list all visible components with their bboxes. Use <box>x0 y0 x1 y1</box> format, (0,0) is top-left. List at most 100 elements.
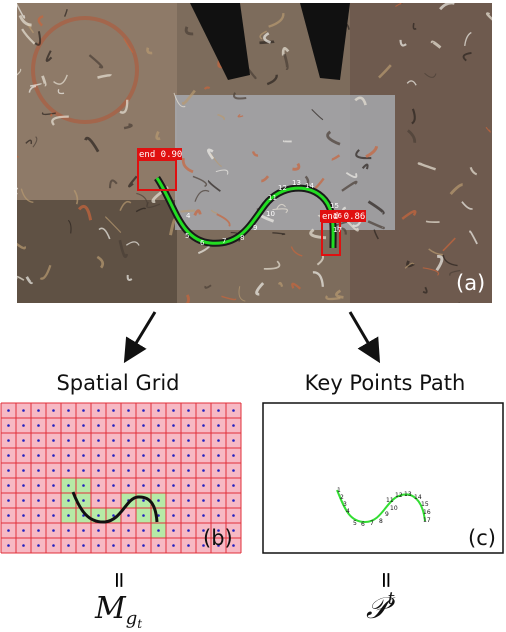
grid-dot <box>7 529 10 532</box>
keypoint-label: 8 <box>379 518 383 525</box>
panel-tag: (c) <box>468 526 496 550</box>
grid-dot <box>202 469 205 472</box>
grid-dot <box>97 544 100 547</box>
panel-title: Key Points Path <box>305 371 466 395</box>
grid-dot <box>187 529 190 532</box>
grid-dot <box>97 529 100 532</box>
grid-dot <box>82 499 85 502</box>
grid-dot <box>82 529 85 532</box>
grid-dot <box>67 544 70 547</box>
grid-dot <box>52 424 55 427</box>
grid-dot <box>22 469 25 472</box>
grid-dot <box>172 529 175 532</box>
grid-dot <box>67 424 70 427</box>
keypoint-label: 7 <box>222 237 226 245</box>
arrow <box>127 312 155 358</box>
grid-dot <box>7 454 10 457</box>
grid-dot <box>142 529 145 532</box>
grid-dot <box>82 409 85 412</box>
grid-dot <box>172 544 175 547</box>
grid-dot <box>82 484 85 487</box>
grid-dot <box>142 499 145 502</box>
keypoint-label: 5 <box>353 520 357 527</box>
grid-dot <box>37 409 40 412</box>
grid-dot <box>67 469 70 472</box>
grid-dot <box>97 514 100 517</box>
grid-dot <box>157 454 160 457</box>
grid-dot <box>142 544 145 547</box>
grid-dot <box>37 544 40 547</box>
grid-dot <box>67 514 70 517</box>
grid-dot <box>202 484 205 487</box>
grid-dot <box>232 424 235 427</box>
keypoint-label: 13 <box>292 179 301 187</box>
splat <box>51 114 52 116</box>
grid-dot <box>112 529 115 532</box>
grid-dot <box>157 484 160 487</box>
grid-dot <box>187 454 190 457</box>
grid-dot <box>7 424 10 427</box>
grid-dot <box>232 439 235 442</box>
relation: = <box>106 571 131 589</box>
keypoint-label: 14 <box>414 494 422 501</box>
grid-dot <box>82 424 85 427</box>
grid-dot <box>142 424 145 427</box>
keypoint-label: 4 <box>346 508 350 515</box>
grid-dot <box>37 424 40 427</box>
grid-dot <box>127 469 130 472</box>
tile <box>17 200 177 303</box>
grid-dot <box>142 514 145 517</box>
grid-dot <box>157 544 160 547</box>
keypoint-label: 15 <box>421 501 429 508</box>
grid-dot <box>7 544 10 547</box>
grid-dot <box>37 454 40 457</box>
grid-dot <box>67 529 70 532</box>
grid-dot <box>127 484 130 487</box>
grid-dot <box>127 439 130 442</box>
grid-dot <box>232 409 235 412</box>
grid-dot <box>7 439 10 442</box>
grid-dot <box>142 484 145 487</box>
grid-dot <box>172 409 175 412</box>
grid-dot <box>172 424 175 427</box>
tile <box>175 95 395 230</box>
grid-dot <box>67 409 70 412</box>
keypoint-label: 12 <box>395 492 403 499</box>
keypoint-label: 14 <box>305 182 314 190</box>
grid-dot <box>187 469 190 472</box>
grid-dot <box>127 544 130 547</box>
symbol-sub: g <box>126 608 138 629</box>
grid-dot <box>52 454 55 457</box>
keypoint-label: 16 <box>423 509 431 516</box>
keypoint-label: 9 <box>385 511 389 518</box>
symbol-sup: t <box>388 589 395 609</box>
grid-dot <box>142 439 145 442</box>
grid-dot <box>187 439 190 442</box>
grid-dot <box>67 454 70 457</box>
grid-dot <box>112 424 115 427</box>
splat <box>449 302 460 314</box>
grid-dot <box>202 514 205 517</box>
grid-dot <box>112 469 115 472</box>
grid-dot <box>142 454 145 457</box>
keypoint-label: 2 <box>340 494 344 501</box>
grid-dot <box>217 499 220 502</box>
grid-dot <box>217 454 220 457</box>
grid-dot <box>97 484 100 487</box>
panel-title: Spatial Grid <box>56 371 179 395</box>
grid-dot <box>7 484 10 487</box>
grid-dot <box>7 499 10 502</box>
grid-dot <box>172 514 175 517</box>
grid-dot <box>127 529 130 532</box>
keypoint-label: 12 <box>278 184 287 192</box>
grid-dot <box>37 499 40 502</box>
grid-dot <box>112 499 115 502</box>
grid-dot <box>142 469 145 472</box>
grid-dot <box>217 514 220 517</box>
keypoint-label: 10 <box>266 210 275 218</box>
grid-dot <box>217 409 220 412</box>
grid-dot <box>112 439 115 442</box>
grid-dot <box>172 454 175 457</box>
grid-dot <box>172 439 175 442</box>
